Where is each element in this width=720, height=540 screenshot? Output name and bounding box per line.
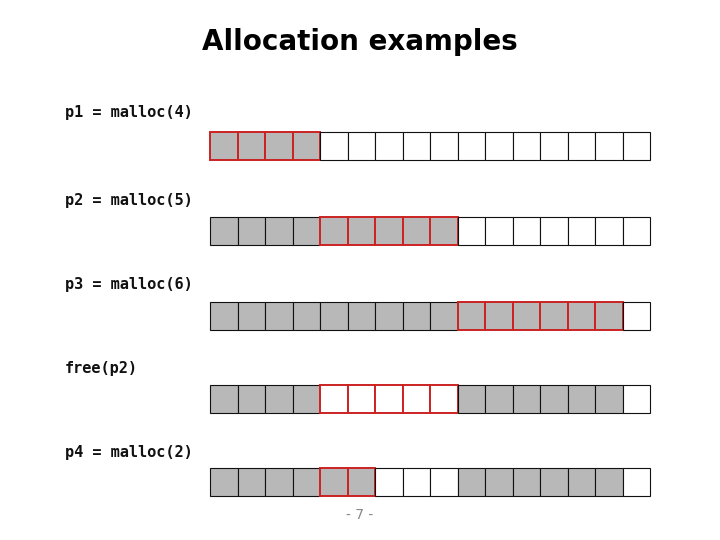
- Bar: [540, 302, 567, 330]
- Bar: [265, 217, 292, 245]
- Bar: [348, 217, 375, 245]
- Bar: [238, 385, 265, 413]
- Bar: [292, 385, 320, 413]
- Bar: [457, 217, 485, 245]
- Bar: [567, 302, 595, 330]
- Bar: [540, 132, 567, 160]
- Bar: [210, 385, 238, 413]
- Bar: [485, 132, 513, 160]
- Bar: [623, 468, 650, 496]
- Bar: [595, 217, 623, 245]
- Bar: [623, 132, 650, 160]
- Bar: [210, 132, 238, 160]
- Bar: [540, 385, 567, 413]
- Bar: [457, 132, 485, 160]
- Bar: [375, 468, 402, 496]
- Bar: [402, 302, 430, 330]
- Bar: [348, 468, 375, 496]
- Bar: [540, 468, 567, 496]
- Bar: [402, 217, 430, 245]
- Bar: [348, 132, 375, 160]
- Bar: [513, 132, 540, 160]
- Bar: [375, 385, 402, 413]
- Bar: [430, 302, 457, 330]
- Bar: [595, 302, 623, 330]
- Bar: [320, 385, 348, 413]
- Bar: [513, 302, 540, 330]
- Bar: [457, 468, 485, 496]
- Bar: [595, 468, 623, 496]
- Bar: [292, 302, 320, 330]
- Bar: [430, 132, 457, 160]
- Bar: [402, 468, 430, 496]
- Bar: [430, 385, 457, 413]
- Bar: [485, 385, 513, 413]
- Bar: [623, 385, 650, 413]
- Bar: [238, 132, 265, 160]
- Bar: [320, 217, 348, 245]
- Bar: [623, 302, 650, 330]
- Text: p1 = malloc(4): p1 = malloc(4): [65, 105, 193, 120]
- Bar: [485, 302, 513, 330]
- Bar: [210, 302, 238, 330]
- Bar: [540, 217, 567, 245]
- Text: Allocation examples: Allocation examples: [202, 28, 518, 56]
- Bar: [320, 302, 348, 330]
- Bar: [320, 468, 348, 496]
- Bar: [430, 217, 457, 245]
- Bar: [485, 468, 513, 496]
- Bar: [265, 302, 292, 330]
- Bar: [375, 132, 402, 160]
- Bar: [513, 468, 540, 496]
- Bar: [513, 385, 540, 413]
- Text: p4 = malloc(2): p4 = malloc(2): [65, 444, 193, 460]
- Bar: [567, 132, 595, 160]
- Bar: [320, 132, 348, 160]
- Bar: [292, 132, 320, 160]
- Bar: [623, 217, 650, 245]
- Bar: [375, 217, 402, 245]
- Bar: [430, 468, 457, 496]
- Bar: [567, 468, 595, 496]
- Bar: [210, 468, 238, 496]
- Bar: [402, 132, 430, 160]
- Bar: [265, 132, 292, 160]
- Text: p3 = malloc(6): p3 = malloc(6): [65, 278, 193, 293]
- Bar: [567, 385, 595, 413]
- Text: p2 = malloc(5): p2 = malloc(5): [65, 192, 193, 207]
- Bar: [348, 302, 375, 330]
- Bar: [292, 217, 320, 245]
- Bar: [402, 385, 430, 413]
- Bar: [457, 302, 485, 330]
- Bar: [265, 385, 292, 413]
- Bar: [457, 385, 485, 413]
- Bar: [485, 217, 513, 245]
- Bar: [375, 302, 402, 330]
- Bar: [238, 302, 265, 330]
- Bar: [595, 385, 623, 413]
- Bar: [265, 468, 292, 496]
- Bar: [238, 468, 265, 496]
- Bar: [567, 217, 595, 245]
- Text: free(p2): free(p2): [65, 361, 138, 375]
- Bar: [595, 132, 623, 160]
- Bar: [238, 217, 265, 245]
- Bar: [292, 468, 320, 496]
- Bar: [513, 217, 540, 245]
- Text: - 7 -: - 7 -: [346, 508, 374, 522]
- Bar: [348, 385, 375, 413]
- Bar: [210, 217, 238, 245]
